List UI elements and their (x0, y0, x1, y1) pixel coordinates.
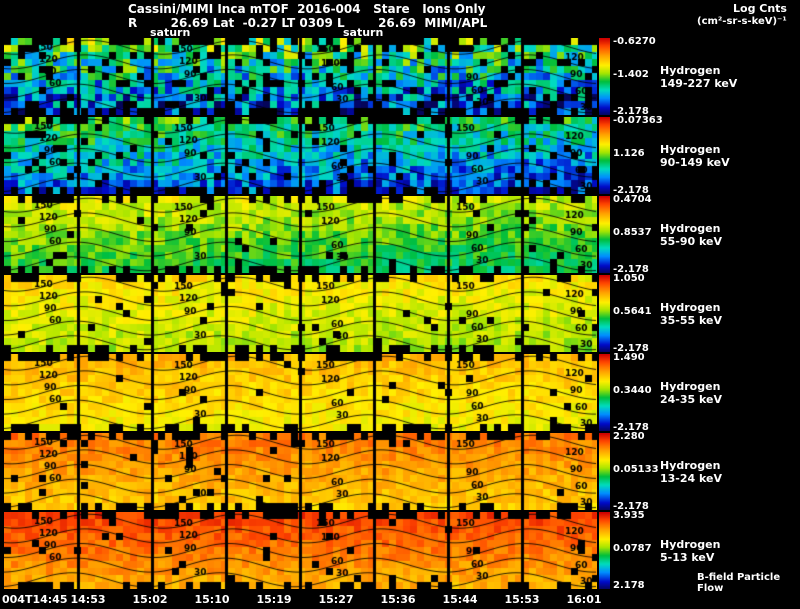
energy-range-label: 24-35 keV (660, 393, 723, 406)
species-label: Hydrogen (660, 459, 721, 472)
colorbar-min-label: -2.178 (613, 343, 649, 354)
time-axis: 004T14:45 14:53 15:02 15:10 15:19 15:27 15:36 1… (0, 592, 800, 609)
colorbar-mid-label: 0.05133 (613, 464, 659, 475)
colorbar-mid-label: 0.8537 (613, 227, 652, 238)
energy-range-label: 5-13 keV (660, 551, 715, 564)
colorbar-min-label: -2.178 (613, 501, 649, 512)
species-label: Hydrogen (660, 143, 721, 156)
colorbar-max-label: 1.050 (613, 273, 645, 284)
panel-colorbar (599, 354, 610, 431)
colorbar-legend-units: (cm²-sr-s-keV)⁻¹ (697, 16, 787, 27)
species-label: Hydrogen (660, 380, 721, 393)
time-tick-label: 15:19 (256, 593, 292, 606)
time-tick-label: 15:10 (194, 593, 230, 606)
colorbar-mid-label: 0.0787 (613, 543, 652, 554)
page-subtitle: R 26.69 Lat -0.27 LT 0309 L 26.69 MIMI/A… (128, 16, 488, 30)
saturn-marker-label: saturn (150, 26, 191, 39)
spectrogram-canvas (4, 512, 597, 589)
species-label: Hydrogen (660, 538, 721, 551)
energy-range-label: 55-90 keV (660, 235, 723, 248)
spectrogram-panel: 2.280 0.05133 -2.178 Hydrogen 13-24 keV (0, 431, 800, 512)
spectrogram-panel: 3.935 0.0787 2.178 Hydrogen 5-13 keV (0, 510, 800, 591)
panel-colorbar (599, 117, 610, 194)
spectrogram-canvas (4, 196, 597, 273)
spectrogram-canvas (4, 117, 597, 194)
colorbar-mid-label: 1.126 (613, 148, 645, 159)
spectrogram-panel: 0.4704 0.8537 -2.178 Hydrogen 55-90 keV (0, 194, 800, 275)
bfield-particle-flow-note: B-field Particle Flow (697, 572, 781, 594)
time-tick-label: 15:53 (504, 593, 540, 606)
page-title: Cassini/MIMI Inca mTOF 2016-004 Stare Io… (128, 2, 486, 16)
time-tick-label: 15:27 (318, 593, 354, 606)
colorbar-min-label: -2.178 (613, 185, 649, 196)
time-tick-label: 15:02 (132, 593, 168, 606)
panel-colorbar (599, 38, 610, 115)
energy-range-label: 149-227 keV (660, 77, 738, 90)
time-tick-label: 15:44 (442, 593, 478, 606)
saturn-marker-label: saturn (343, 26, 384, 39)
species-label: Hydrogen (660, 222, 721, 235)
colorbar-min-label: 2.178 (613, 580, 645, 591)
panel-colorbar (599, 512, 610, 589)
species-label: Hydrogen (660, 64, 721, 77)
colorbar-min-label: -2.178 (613, 422, 649, 433)
time-tick-label: 004T14:45 (2, 593, 68, 606)
panel-colorbar (599, 433, 610, 510)
colorbar-max-label: 2.280 (613, 431, 645, 442)
spectrogram-panel: 1.050 0.5641 -2.178 Hydrogen 35-55 keV (0, 273, 800, 354)
colorbar-max-label: 3.935 (613, 510, 645, 521)
energy-range-label: 13-24 keV (660, 472, 723, 485)
spectrogram-panel: -0.6270 -1.402 -2.178 Hydrogen 149-227 k… (0, 36, 800, 117)
colorbar-max-label: -0.07363 (613, 115, 663, 126)
time-tick-label: 16:01 (566, 593, 602, 606)
colorbar-min-label: -2.178 (613, 264, 649, 275)
spectrogram-panel: 1.490 0.3440 -2.178 Hydrogen 24-35 keV (0, 352, 800, 433)
colorbar-mid-label: -1.402 (613, 69, 649, 80)
colorbar-mid-label: 0.5641 (613, 306, 652, 317)
panel-colorbar (599, 196, 610, 273)
colorbar-legend-title: Log Cnts (733, 2, 787, 15)
time-tick-label: 14:53 (70, 593, 106, 606)
spectrogram-canvas (4, 354, 597, 431)
spectrogram-canvas (4, 275, 597, 352)
colorbar-max-label: 0.4704 (613, 194, 652, 205)
spectrogram-canvas (4, 38, 597, 115)
spectrogram-canvas (4, 433, 597, 510)
species-label: Hydrogen (660, 301, 721, 314)
time-tick-label: 15:36 (380, 593, 416, 606)
colorbar-mid-label: 0.3440 (613, 385, 652, 396)
energy-range-label: 90-149 keV (660, 156, 730, 169)
panel-colorbar (599, 275, 610, 352)
colorbar-max-label: -0.6270 (613, 36, 656, 47)
energy-range-label: 35-55 keV (660, 314, 723, 327)
colorbar-min-label: -2.178 (613, 106, 649, 117)
colorbar-max-label: 1.490 (613, 352, 645, 363)
spectrogram-panel: -0.07363 1.126 -2.178 Hydrogen 90-149 ke… (0, 115, 800, 196)
